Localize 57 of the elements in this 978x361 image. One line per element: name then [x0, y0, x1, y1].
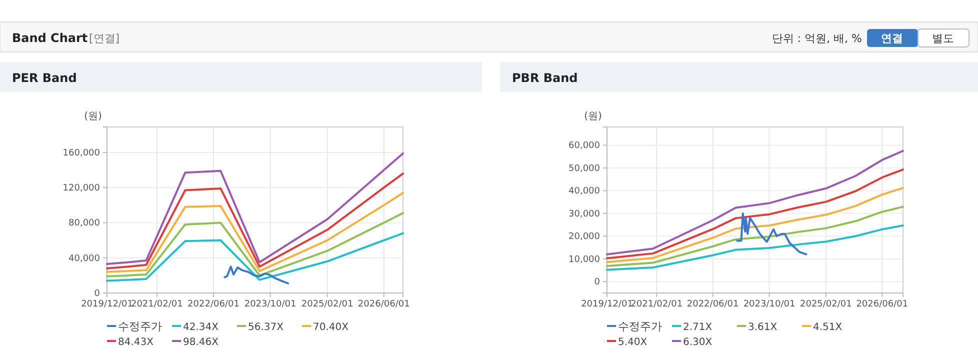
legend-label: 42.34X: [183, 322, 219, 333]
y-tick-label: 0: [594, 278, 600, 288]
line-series: [606, 224, 904, 271]
text: 단위 : 억원, 배, %: [772, 32, 862, 45]
legend-label: 84.43X: [118, 337, 154, 348]
y-tick-label: 60,000: [568, 141, 600, 152]
x-tick-label: 2025/02/01: [301, 299, 354, 310]
legend-label: 70.40X: [313, 322, 349, 333]
chart-title: PBR Band: [512, 71, 578, 85]
y-tick-label: 40,000: [68, 254, 100, 264]
y-tick-label: 20,000: [568, 232, 600, 242]
line-series: [606, 168, 904, 260]
y-tick-label: 120,000: [62, 183, 100, 194]
line-series: [736, 212, 808, 256]
legend-label: 2.71X: [683, 322, 712, 333]
x-tick-label: 2023/10/01: [743, 299, 796, 310]
y-tick-label: 40,000: [568, 186, 600, 197]
x-tick-label: 2026/06/01: [856, 299, 908, 310]
y-axis-title: (원): [584, 111, 602, 122]
y-tick-label: 50,000: [568, 164, 600, 174]
legend-label: 5.40X: [618, 337, 648, 348]
x-tick-label: 2021/02/01: [630, 299, 683, 310]
x-tick-label: 2026/06/01: [358, 299, 410, 310]
legend-label: 수정주가: [118, 320, 162, 333]
legend-label: 56.37X: [248, 322, 284, 333]
x-tick-label: 2019/12/01: [581, 299, 633, 310]
y-tick-label: 80,000: [68, 218, 100, 229]
legend-label: 4.51X: [813, 322, 842, 333]
line-series: [106, 192, 404, 273]
x-tick-label: 2022/06/01: [686, 299, 739, 310]
line-series: [106, 152, 404, 266]
y-axis-title: (원): [84, 111, 102, 122]
legend-label: 수정주가: [618, 320, 662, 333]
x-tick-label: 2022/06/01: [188, 299, 240, 310]
legend-label: 6.30X: [683, 337, 712, 348]
y-tick-label: 10,000: [568, 254, 600, 265]
y-tick-label: 160,000: [62, 148, 100, 158]
button: 별도: [918, 28, 970, 48]
button: 연결: [867, 29, 918, 47]
legend-label: 3.61X: [748, 322, 778, 333]
x-tick-label: 2023/10/01: [244, 299, 296, 310]
text: Band Chart: [12, 31, 88, 45]
x-tick-label: 2021/02/01: [130, 299, 183, 310]
line-series: [606, 206, 904, 267]
x-tick-label: 2019/12/01: [81, 299, 133, 310]
y-tick-label: 30,000: [568, 209, 600, 220]
text: [연결]: [89, 32, 120, 45]
y-tick-label: 0: [94, 288, 100, 299]
line-series: [606, 150, 904, 256]
line-series: [106, 232, 404, 282]
chart-title: PER Band: [12, 71, 77, 85]
line-series: [224, 266, 290, 284]
line-series: [106, 172, 404, 270]
x-tick-label: 2025/02/01: [800, 299, 852, 310]
legend-label: 98.46X: [183, 337, 219, 348]
line-series: [606, 186, 904, 264]
line-series: [106, 212, 404, 278]
